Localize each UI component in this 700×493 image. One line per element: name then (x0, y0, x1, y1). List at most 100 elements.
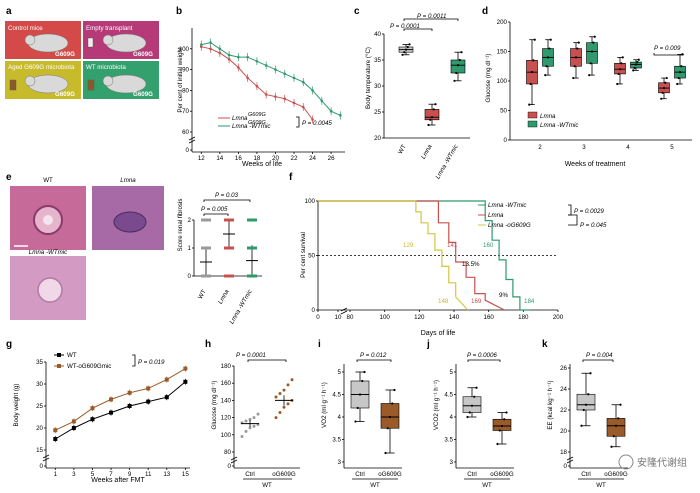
data-point (470, 404, 474, 407)
data-point (90, 406, 95, 411)
survival-curve (318, 200, 505, 311)
panel-k-pvalue: P = 0.004 (586, 352, 613, 359)
data-point (620, 62, 623, 65)
y-tick-label: 3.5 (444, 437, 453, 444)
x-tick-label: oG609G (272, 471, 296, 478)
y-tick-label: 0 (188, 273, 192, 280)
data-point (146, 386, 151, 391)
data-point (676, 82, 679, 86)
legend-label: Lmna -oG609G (488, 222, 531, 229)
median-annotation: 129 (403, 242, 414, 249)
data-point (224, 246, 234, 250)
y-tick-label: 3 (450, 459, 454, 466)
x-tick-label: 1 (54, 471, 58, 478)
box (450, 59, 466, 74)
data-point (429, 118, 432, 121)
x-tick-label: 24 (309, 155, 316, 162)
data-point (247, 218, 257, 222)
data-point (500, 424, 504, 428)
data-point (199, 43, 203, 46)
data-point (301, 80, 305, 84)
pvalue-bracket (403, 28, 433, 31)
data-point (404, 48, 408, 51)
y-tick-label: 4.5 (444, 392, 453, 399)
panel-k-label: k (542, 339, 548, 350)
y-tick-label: 0 (504, 137, 508, 144)
data-point (587, 393, 590, 396)
data-point (244, 429, 248, 433)
pvalue-bracket (568, 204, 572, 216)
pvalue-bracket (568, 214, 578, 226)
median-annotation: 160 (483, 242, 494, 249)
data-point (252, 416, 256, 420)
x-tick-label: 9 (128, 471, 132, 478)
x-tick-label: 7 (109, 471, 113, 478)
y-tick-label: 0 (40, 463, 44, 470)
panel-e-ylabel: Score renal fibrosis (177, 199, 184, 252)
data-point (680, 65, 683, 68)
x-tick-label: 10 (335, 314, 342, 321)
data-point (582, 408, 585, 412)
data-point (278, 410, 282, 414)
x-tick-label: 22 (291, 155, 298, 162)
data-point (286, 402, 290, 406)
data-point (164, 395, 169, 400)
data-point (311, 118, 314, 121)
x-tick-label: 12 (198, 155, 205, 162)
series-line (55, 368, 186, 431)
data-point (183, 366, 188, 371)
y-tick-label: 100 (179, 46, 190, 53)
panel-g-ylabel: Body weight (g) (13, 384, 20, 427)
x-tick-label: 15 (182, 471, 189, 478)
panel-b-pvalue: P = 0.0045 (302, 120, 332, 127)
panel-k: k EE (kcal kg⁻¹ h⁻¹) P = 0.004 0 18 20 22 24… (542, 339, 628, 489)
data-point (496, 442, 499, 446)
panel-g-label: g (6, 339, 12, 350)
y-tick-label: 140 (221, 397, 232, 404)
y-tick-label: 35 (374, 57, 381, 64)
data-point (246, 76, 249, 80)
data-point (339, 114, 342, 117)
data-point (292, 76, 296, 80)
y-tick-label: 4.5 (332, 392, 341, 399)
panel-f-p2: P = 0.045 (580, 222, 607, 229)
data-point (127, 390, 132, 395)
data-point (393, 388, 396, 392)
data-point (590, 50, 594, 53)
data-point (456, 64, 460, 67)
data-point (458, 58, 461, 62)
data-point (574, 56, 578, 59)
y-tick-label: 5 (450, 369, 454, 376)
xtick-label: WT (397, 143, 408, 155)
data-point (406, 45, 409, 49)
data-point (363, 370, 366, 374)
panel-b-ylabel: Per cent of initial weight (177, 47, 184, 113)
data-point (532, 59, 535, 62)
pvalue-bracket (582, 359, 614, 362)
panel-j-ylabel: VCO2 (ml g⁻¹ h⁻¹) (433, 380, 440, 430)
x-tick-label: oG609G (378, 471, 402, 478)
box (492, 418, 512, 431)
data-point (548, 47, 551, 50)
data-point (618, 68, 622, 71)
pvalue-bracket (247, 359, 287, 362)
data-point (164, 377, 169, 382)
y-tick-label: 150 (497, 49, 508, 56)
data-point (593, 35, 596, 38)
legend-label: WT (67, 352, 77, 359)
y-tick-label: 80 (182, 87, 189, 94)
legend-swatch-wtmic (527, 120, 538, 128)
legend-label-lmna: Lmna (232, 115, 248, 122)
panel-a-label: a (6, 6, 12, 17)
x-tick-label: 16 (235, 155, 242, 162)
panel-b-xlabel: Weeks of life (242, 161, 282, 168)
watermark: 安隆代谢组 (618, 454, 687, 470)
data-point (662, 86, 666, 90)
x-tick-label: 3 (582, 144, 586, 151)
data-point (466, 415, 469, 419)
y-tick-label: 30 (374, 83, 381, 90)
data-point (544, 74, 547, 77)
data-point (545, 65, 548, 68)
panel-b: b Per cent of initial weight Weeks of li… (176, 6, 345, 168)
